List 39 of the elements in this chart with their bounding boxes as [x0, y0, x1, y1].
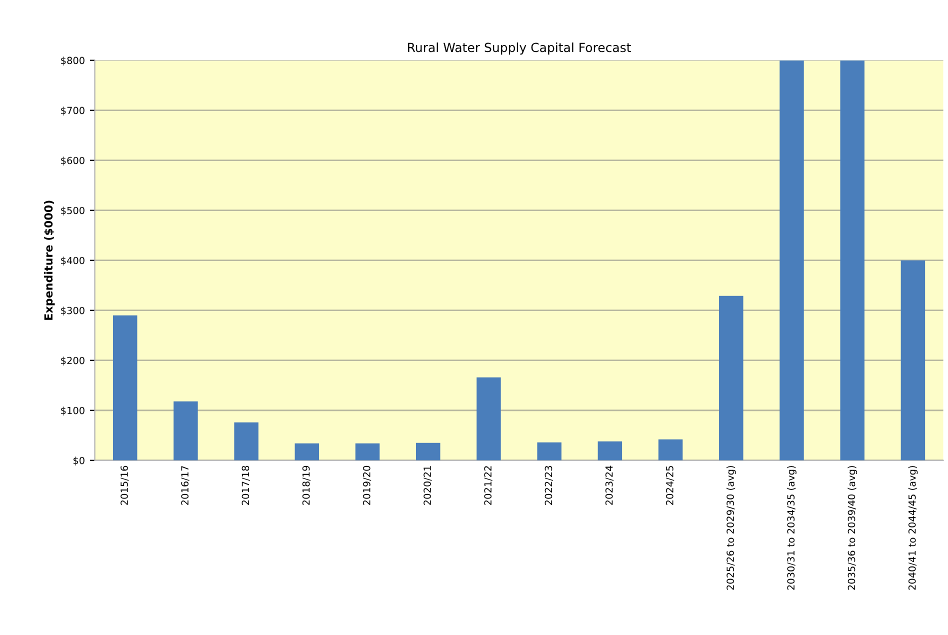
- bar: [840, 60, 864, 460]
- x-tick-label: 2035/36 to 2039/40 (avg): [848, 466, 858, 590]
- x-tick-label: 2021/22: [484, 466, 492, 505]
- bar: [658, 439, 683, 460]
- bar: [112, 315, 138, 460]
- y-tick-label: $400: [61, 256, 84, 266]
- x-tick-label: 2017/18: [242, 466, 250, 505]
- x-tick-label: 2030/31 to 2034/35 (avg): [787, 466, 796, 590]
- x-tick-label: 2022/23: [544, 466, 553, 505]
- bar: [476, 377, 501, 460]
- bar: [900, 260, 926, 460]
- y-tick-label: $300: [61, 306, 84, 316]
- bar: [598, 441, 622, 460]
- y-tick-label: $800: [61, 56, 84, 66]
- x-tick-label: 2023/24: [605, 466, 614, 505]
- bar: [355, 443, 380, 460]
- x-tick-label: 2018/19: [302, 466, 310, 505]
- y-tick-label: $0: [74, 456, 84, 466]
- bar: [294, 443, 320, 460]
- bar: [416, 442, 440, 460]
- chart-title: Rural Water Supply Capital Forecast: [408, 42, 631, 55]
- bar: [174, 401, 198, 460]
- y-tick-label: $600: [61, 156, 84, 166]
- x-tick-label: 2024/25: [666, 466, 674, 505]
- x-tick-label: 2020/21: [424, 466, 432, 505]
- y-tick-label: $100: [61, 406, 84, 416]
- y-tick-label: $500: [61, 206, 84, 216]
- x-tick-label: 2025/26 to 2029/30 (avg): [726, 466, 736, 590]
- y-axis-title: Expenditure ($000): [44, 200, 55, 320]
- bar: [234, 422, 258, 460]
- x-tick-label: 2016/17: [181, 466, 190, 505]
- x-tick-label: 2019/20: [362, 466, 372, 505]
- x-tick-label: 2040/41 to 2044/45 (avg): [908, 466, 918, 590]
- bar: [780, 60, 804, 460]
- bar: [537, 442, 562, 460]
- y-tick-label: $700: [61, 106, 84, 116]
- y-tick-label: $200: [61, 356, 84, 366]
- bar: [719, 296, 744, 460]
- x-tick-label: 2015/16: [120, 466, 129, 505]
